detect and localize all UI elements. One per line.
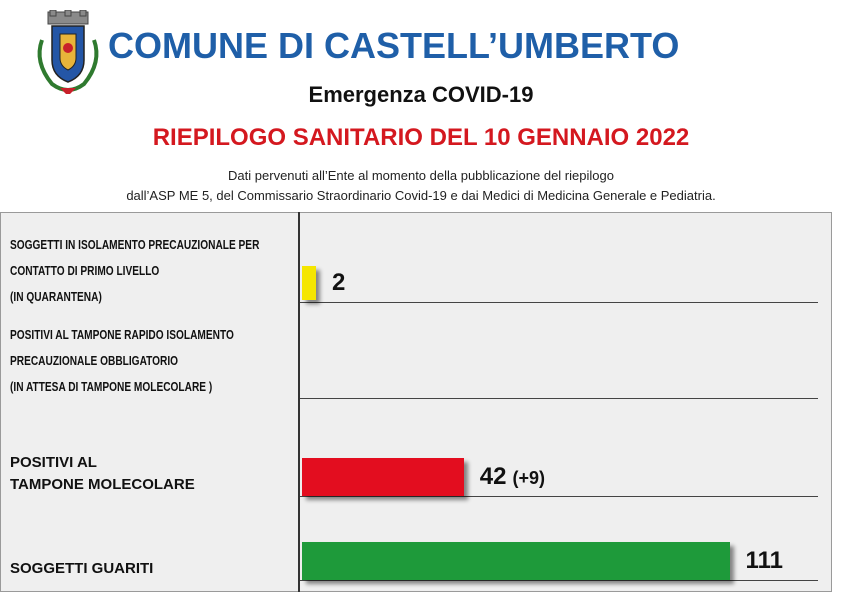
page-title: COMUNE DI CASTELL’UMBERTO bbox=[108, 25, 680, 66]
source-note-line-1: Dati pervenuti all’Ente al momento della… bbox=[228, 168, 614, 183]
data-label-value: 111 bbox=[745, 547, 783, 574]
source-note-line-2: dall’ASP ME 5, del Commissario Straordin… bbox=[126, 188, 716, 203]
chart-axis bbox=[298, 212, 300, 592]
row-baseline bbox=[300, 398, 818, 399]
category-label: POSITIVI AL TAMPONE MOLECOLARE bbox=[10, 454, 195, 493]
row-baseline bbox=[300, 302, 818, 303]
data-label: 42 (+9) bbox=[480, 463, 545, 491]
category-label: POSITIVI AL TAMPONE RAPIDO ISOLAMENTO PR… bbox=[10, 327, 234, 394]
page-subtitle: Emergenza COVID-19 bbox=[308, 82, 534, 107]
data-label: 111 bbox=[746, 547, 783, 575]
row-baseline bbox=[300, 496, 818, 497]
category-label: SOGGETTI GUARITI bbox=[10, 560, 154, 577]
bar bbox=[302, 458, 464, 496]
data-label-delta: (+9) bbox=[512, 468, 545, 488]
municipal-crest-icon bbox=[37, 10, 99, 94]
bar bbox=[302, 542, 730, 580]
row-baseline bbox=[300, 580, 818, 581]
category-label: SOGGETTI IN ISOLAMENTO PRECAUZIONALE PER… bbox=[10, 237, 260, 304]
report-headline: RIEPILOGO SANITARIO DEL 10 GENNAIO 2022 bbox=[152, 124, 690, 151]
bar bbox=[302, 266, 316, 300]
data-label: 2 bbox=[332, 269, 345, 297]
data-label-value: 2 bbox=[332, 269, 346, 296]
data-label-value: 42 bbox=[479, 463, 507, 490]
chart-panel bbox=[0, 212, 832, 592]
